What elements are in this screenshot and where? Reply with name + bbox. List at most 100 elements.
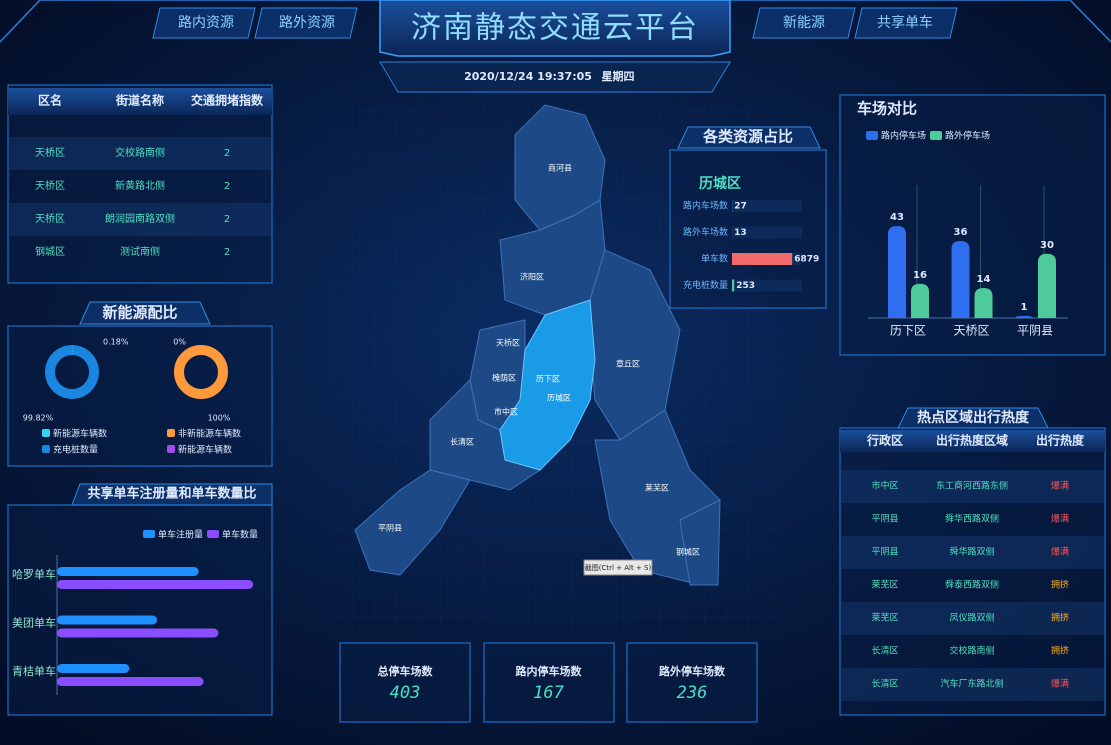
map-label: 长清区 [450,437,474,447]
table-cell: 舜华路双侧 [949,546,994,558]
map-label: 章丘区 [616,359,640,369]
table-cell: 爆满 [1051,678,1069,690]
panel-title: 共享单车注册量和单车数量比 [87,486,256,502]
page-title: 济南静态交通云平台 [411,11,699,46]
table-cell: 朗润园南路双侧 [105,212,175,225]
legend-swatch [42,445,50,453]
table-cell: 市中区 [871,480,898,492]
panel-subtitle: 历城区 [699,175,741,192]
map-label: 济阳区 [520,272,544,282]
panels [7,84,1106,723]
table-cell: 舜泰西路双侧 [945,579,999,591]
bar [888,225,906,318]
pie-slice [45,345,100,399]
legend-swatch [207,530,219,538]
table-cell: 天桥区 [35,213,65,225]
stat-label: 路外停车场数 [659,664,726,678]
category-label: 美团单车 [12,616,56,630]
bar [57,567,199,576]
value-label: 0.18% [103,338,129,347]
table-cell: 莱芜区 [871,579,898,591]
tooltip: 截图(Ctrl + Alt + S) [585,563,652,572]
table-cell: 天桥区 [35,147,65,159]
table-header: 出行热度区域 [936,433,1008,448]
bar [57,677,204,686]
table-cell: 拥挤 [1051,645,1069,657]
table-cell: 新黄路北侧 [115,179,165,192]
table-cell: 2 [224,214,230,225]
stat-value: 403 [390,683,421,703]
value-label: 0% [173,338,186,347]
table-row [9,137,271,170]
bar [57,580,254,589]
value-label: 14 [977,274,991,285]
bar [732,279,735,292]
table-cell: 爆满 [1051,513,1069,525]
map-label: 莱芜区 [645,483,669,493]
table-cell: 长清区 [871,645,898,657]
category-label: 单车数 [701,253,728,265]
table-header: 行政区 [866,433,903,448]
value-label: 100% [208,414,231,423]
stat-value: 167 [533,683,564,703]
bar [974,288,993,318]
table-cell: 拥挤 [1051,612,1069,624]
table-cell: 平阴县 [871,547,898,558]
table-cell: 舜华西路双侧 [945,513,999,525]
map-label: 商河县 [548,163,572,173]
panel-title: 车场对比 [857,100,917,118]
map-label: 槐荫区 [492,373,516,383]
value-label: 36 [954,227,968,238]
map [354,104,721,586]
category-label: 路内车场数 [683,200,728,212]
table-cell: 长清区 [871,678,898,690]
table-row [841,470,1104,503]
nav-tab[interactable]: 路内资源 [178,15,234,31]
value-label: 1 [1021,302,1028,313]
legend-label: 充电桩数量 [53,444,98,456]
table-cell: 2 [224,247,230,258]
category-label: 平阴县 [1017,324,1053,338]
table-cell: 莱芜区 [871,612,898,624]
stat-label: 路内停车场数 [516,664,583,678]
table-cell: 爆满 [1051,480,1069,492]
legend-swatch [167,445,175,453]
value-label: 43 [890,212,904,223]
legend-swatch [42,429,50,437]
table-cell: 东工商河西路东侧 [936,480,1008,492]
table-cell: 钢城区 [35,245,65,258]
table-row [9,203,271,236]
map-label: 市中区 [494,407,518,417]
nav-tab[interactable]: 共享单车 [877,14,933,31]
table-cell: 凤仪路双侧 [949,612,994,624]
bar [57,664,130,673]
stat-value: 236 [677,683,708,703]
legend-label: 路内停车场 [881,130,926,142]
legend-label: 单车数量 [222,529,258,541]
legend-swatch [930,131,942,140]
panel-title: 各类资源占比 [702,128,793,146]
map-label: 天桥区 [496,338,520,348]
map-label: 钢城区 [676,547,700,557]
bar [732,253,793,265]
category-label: 历下区 [890,324,926,338]
table-cell: 测试南侧 [120,245,160,258]
table-cell: 爆满 [1051,546,1069,558]
value-label: 6879 [794,255,819,265]
table-cell: 拥挤 [1051,579,1069,591]
legend-label: 路外停车场 [945,130,990,142]
table-cell: 交校路南侧 [949,645,994,657]
nav-tab[interactable]: 路外资源 [279,15,335,31]
bar [57,628,219,638]
table-row [841,536,1104,569]
category-label: 哈罗单车 [12,567,56,581]
nav-tab[interactable]: 新能源 [783,15,825,31]
table-row [841,602,1104,635]
bar-track [732,279,802,292]
panel-title: 热点区域出行热度 [917,409,1030,426]
table-cell: 平阴县 [871,514,898,525]
table-cell: 汽车厂东路北侧 [940,678,1003,690]
category-label: 青桔单车 [12,664,56,678]
table-header: 街道名称 [115,93,164,108]
